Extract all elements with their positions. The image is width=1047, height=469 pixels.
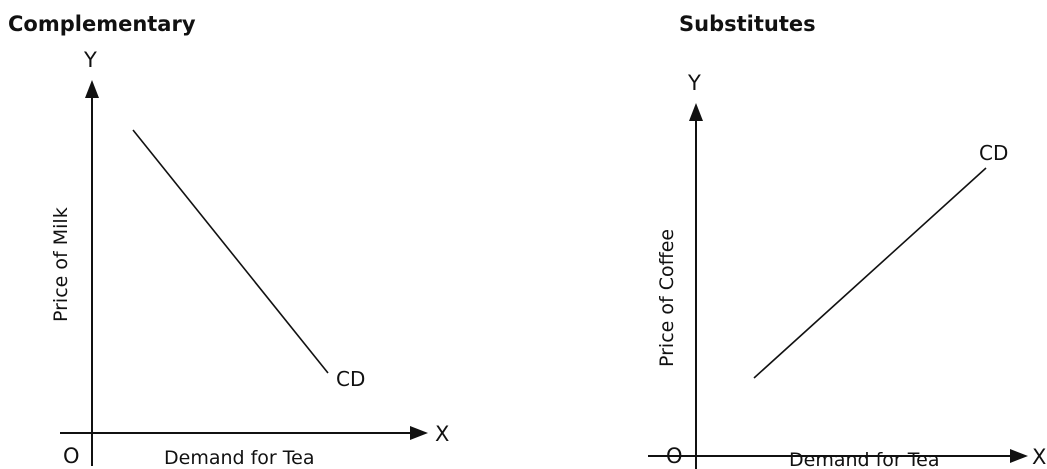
complementary-title: Complementary [8, 12, 196, 36]
x-axis-letter: X [435, 422, 449, 446]
cd-curve-line [132, 129, 329, 374]
x-axis-arrow-icon [1010, 449, 1028, 463]
y-axis-arrow-icon [85, 80, 99, 98]
y-axis-letter: Y [83, 48, 97, 72]
x-axis-letter: X [1032, 445, 1046, 469]
cd-curve-label: CD [979, 141, 1008, 165]
y-axis-label: Price of Coffee [656, 229, 678, 367]
x-axis-arrow-icon [410, 426, 428, 440]
origin-label: O [666, 444, 683, 468]
origin-label: O [63, 444, 80, 468]
substitutes-title: Substitutes [679, 12, 816, 36]
x-axis-label: Demand for Tea [164, 447, 315, 469]
y-axis-label: Price of Milk [50, 207, 72, 322]
y-axis-arrow-icon [689, 103, 703, 121]
substitutes-panel: Substitutes Y X O Price of Coffee Demand… [648, 12, 1046, 469]
cd-curve-label: CD [336, 367, 365, 391]
y-axis-letter: Y [687, 71, 701, 95]
complementary-panel: Complementary Y X O Price of Milk Demand… [8, 12, 449, 469]
x-axis-label: Demand for Tea [789, 449, 940, 469]
cd-curve-line [753, 167, 987, 379]
